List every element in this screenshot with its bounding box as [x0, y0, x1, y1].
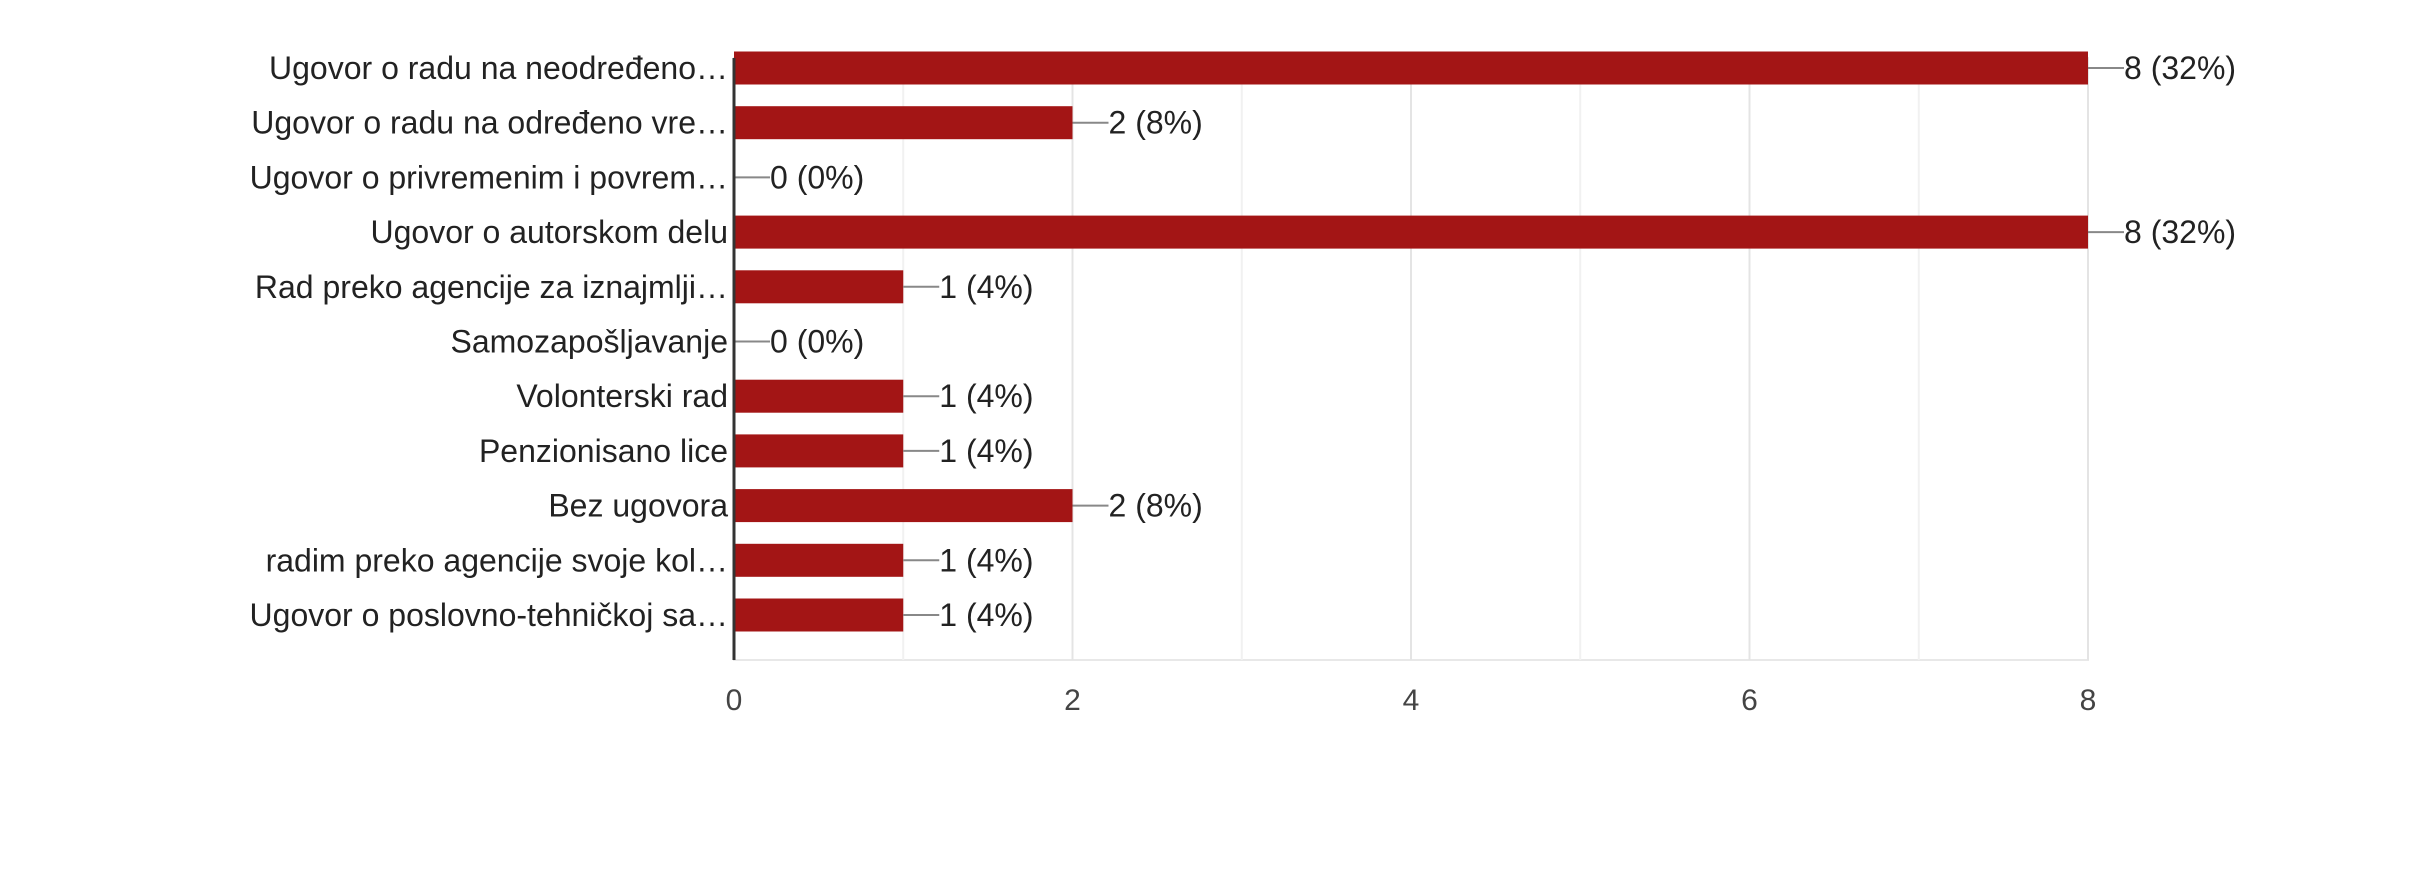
category-label: Ugovor o privremenim i povrem…: [250, 159, 728, 195]
category-label: Bez ugovora: [548, 488, 728, 524]
bar: [734, 270, 904, 304]
x-tick-label: 4: [1403, 684, 1420, 717]
bar: [734, 598, 904, 632]
data-label: 1 (4%): [939, 378, 1033, 414]
grid-lines: [733, 57, 2089, 661]
data-label: 8 (32%): [2124, 214, 2236, 250]
bar: [734, 379, 904, 413]
bar: [734, 489, 1073, 523]
category-label: radim preko agencije svoje kol…: [266, 542, 728, 578]
bar: [734, 51, 2088, 85]
data-label: 1 (4%): [939, 433, 1033, 469]
data-label: 2 (8%): [1109, 488, 1203, 524]
category-label: Ugovor o poslovno-tehničkoj sa…: [250, 597, 728, 633]
data-label: 2 (8%): [1109, 105, 1203, 141]
category-label: Ugovor o autorskom delu: [370, 214, 728, 250]
bar: [734, 543, 904, 577]
x-tick-label: 2: [1064, 684, 1081, 717]
x-tick-label: 6: [1741, 684, 1758, 717]
data-label: 1 (4%): [939, 269, 1033, 305]
x-tick-label: 8: [2080, 684, 2097, 717]
data-label: 1 (4%): [939, 597, 1033, 633]
category-label: Volonterski rad: [516, 378, 728, 414]
category-label: Penzionisano lice: [479, 433, 728, 469]
bars: [732, 51, 2124, 660]
category-label: Samozapošljavanje: [451, 324, 729, 360]
data-label: 1 (4%): [939, 542, 1033, 578]
labels: 0 2 4 6 8 Ugovor o radu na neodređeno… 8 (32%)…: [250, 50, 2237, 717]
bar: [734, 106, 1073, 140]
bar: [734, 215, 2088, 249]
bar: [734, 434, 904, 468]
data-label: 8 (32%): [2124, 50, 2236, 86]
category-label: Ugovor o radu na određeno vre…: [251, 105, 728, 141]
data-label: 0 (0%): [770, 324, 864, 360]
data-label: 0 (0%): [770, 159, 864, 195]
category-label: Rad preko agencije za iznajmlji…: [255, 269, 728, 305]
category-label: Ugovor o radu na neodređeno…: [269, 50, 728, 86]
x-tick-label: 0: [726, 684, 743, 717]
